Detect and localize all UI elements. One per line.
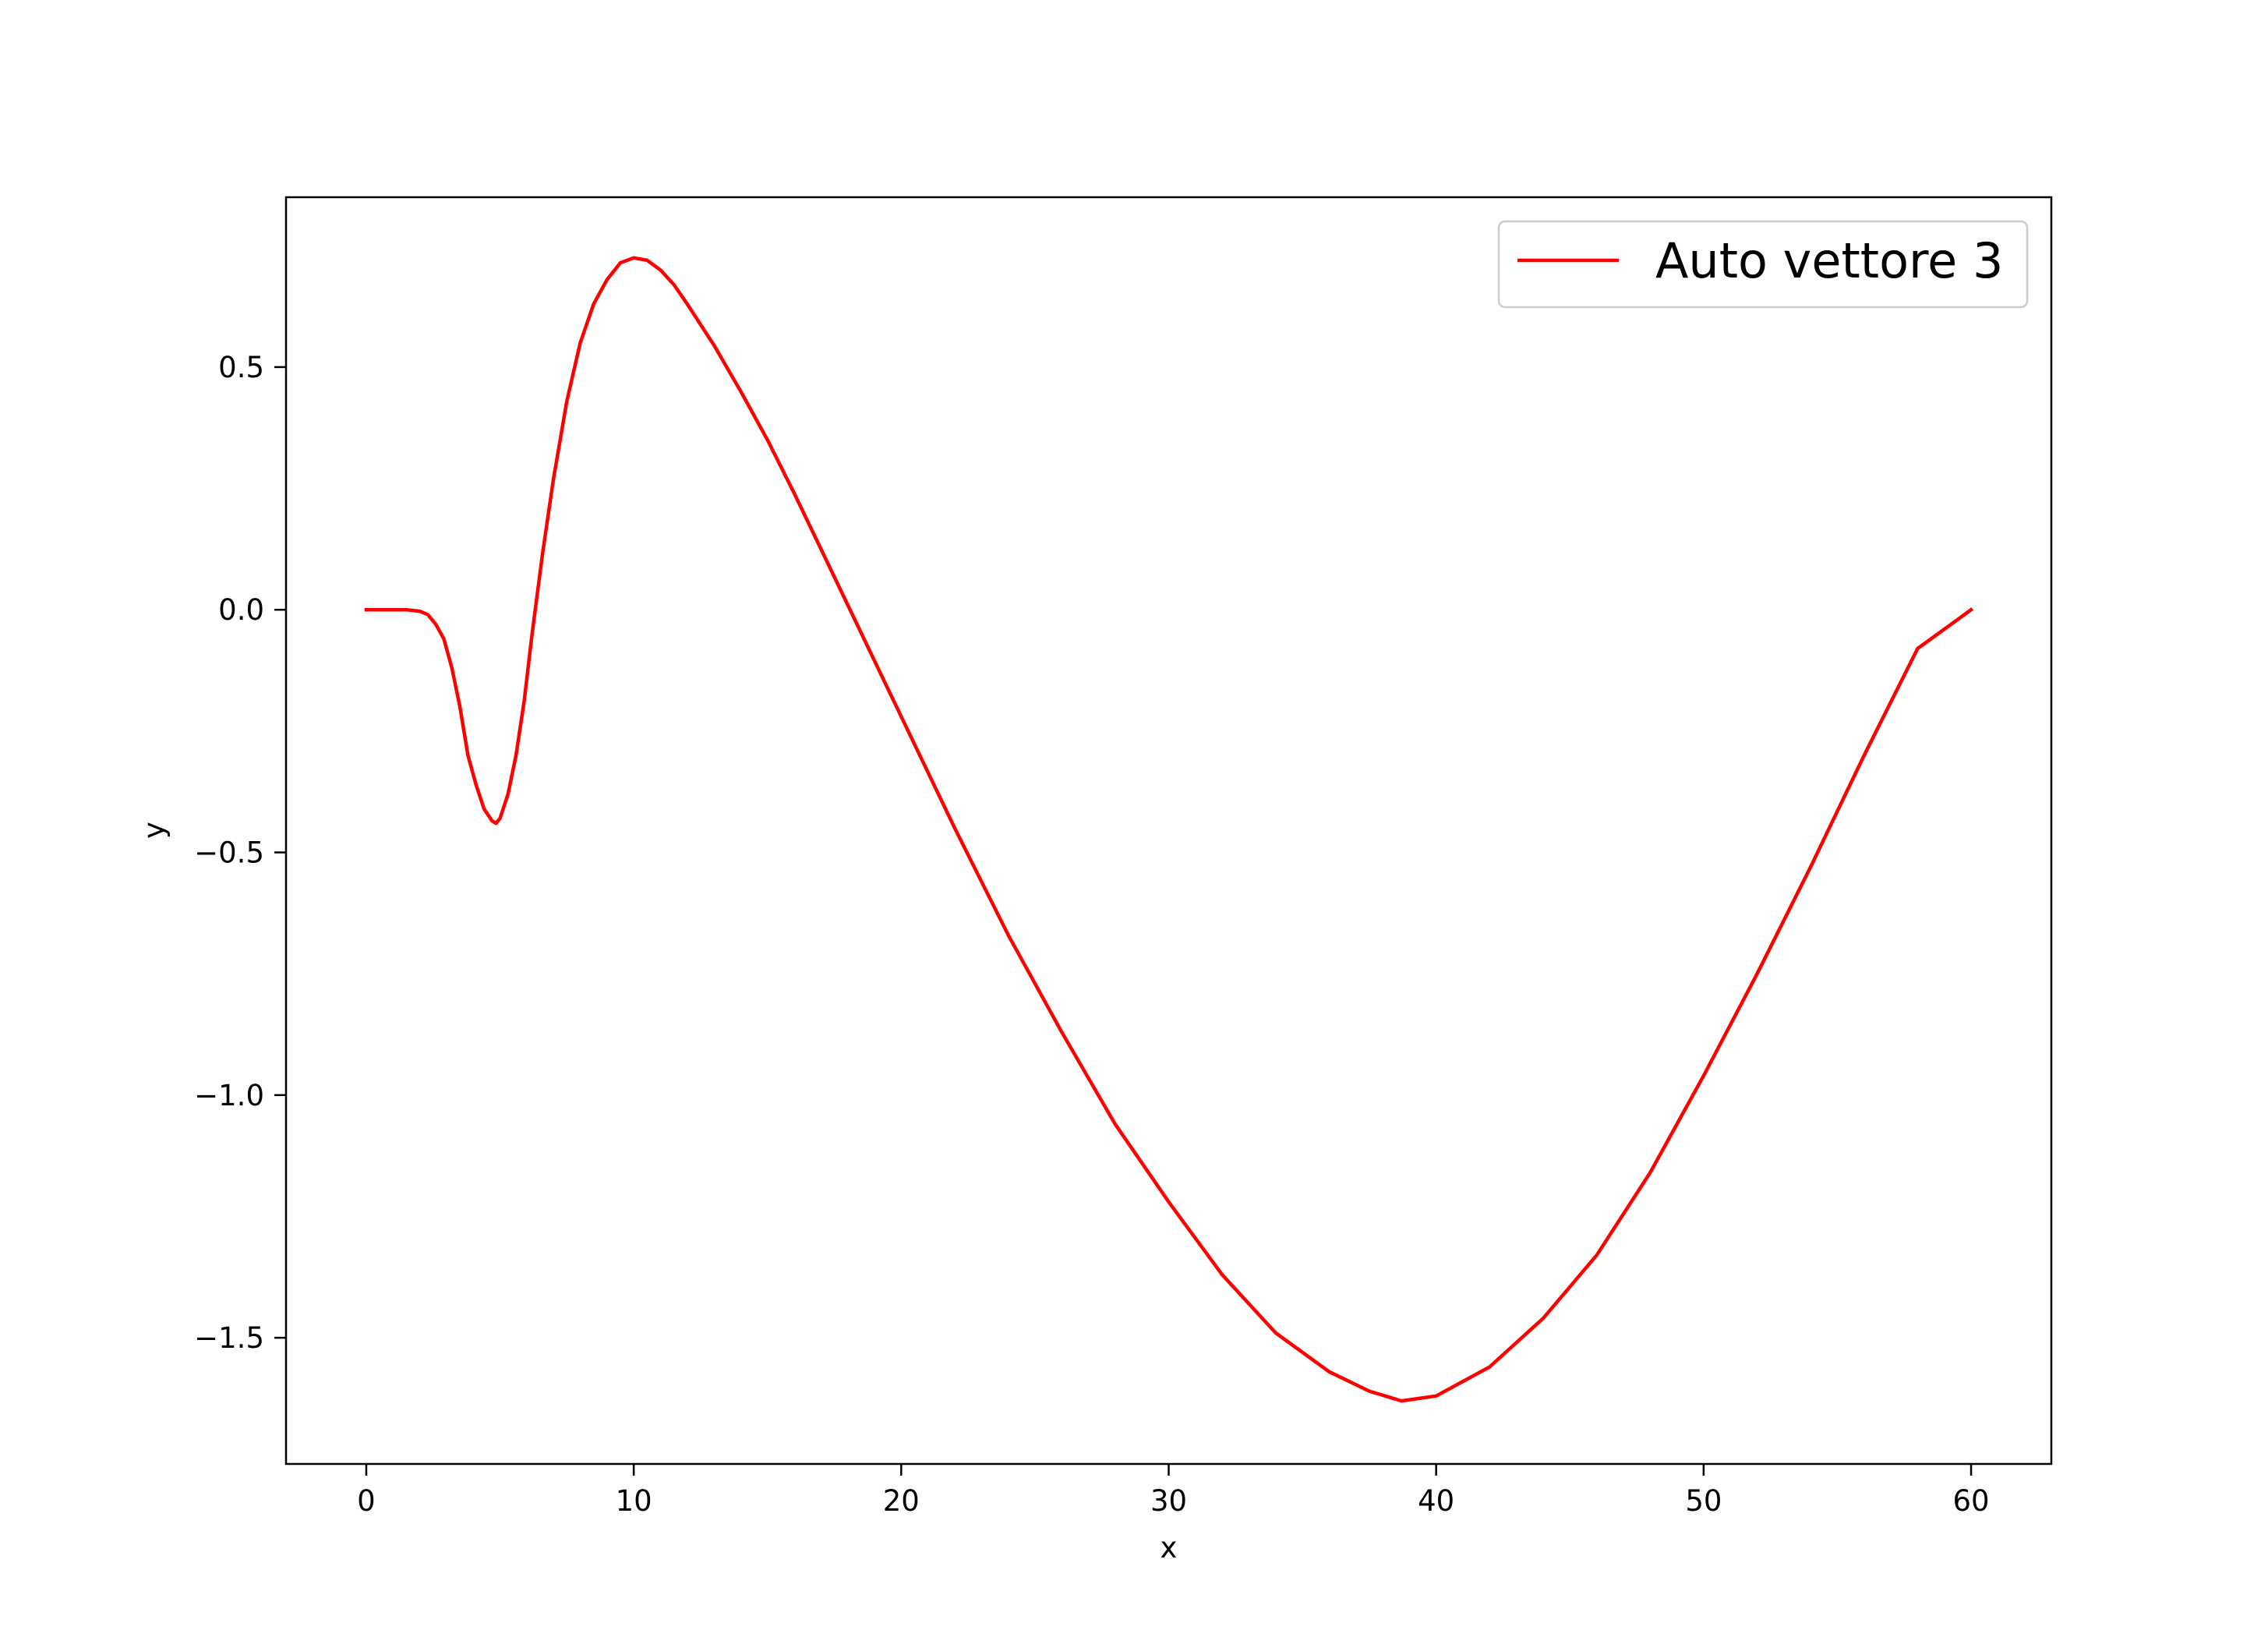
y-tick-label: 0.0 [218, 593, 264, 627]
y-tick-label: −1.5 [194, 1321, 264, 1355]
legend: Auto vettore 3 [1497, 220, 2029, 309]
axes-frame [284, 196, 2053, 1466]
legend-box [1497, 220, 2029, 309]
x-tick-label: 50 [1685, 1484, 1722, 1518]
axis-ticks: 0 10 20 30 40 50 60 0.5 0.0 −0.5 −1.0 −1.5 [194, 351, 1989, 1518]
x-tick-label: 60 [1952, 1484, 1989, 1518]
x-axis-label: x [1160, 1531, 1178, 1565]
x-tick-label: 0 [357, 1484, 376, 1518]
legend-label: Auto vettore 3 [1655, 232, 2003, 289]
y-tick-label: −1.0 [194, 1079, 264, 1112]
y-tick-label: −0.5 [194, 836, 264, 870]
plot-area [364, 256, 1974, 1403]
x-tick-label: 20 [883, 1484, 920, 1518]
x-tick-label: 30 [1150, 1484, 1187, 1518]
x-tick-label: 10 [616, 1484, 652, 1518]
y-tick-label: 0.5 [218, 351, 264, 384]
series-line-0 [364, 256, 1974, 1403]
y-axis-label: y [137, 822, 171, 839]
x-tick-label: 40 [1418, 1484, 1454, 1518]
